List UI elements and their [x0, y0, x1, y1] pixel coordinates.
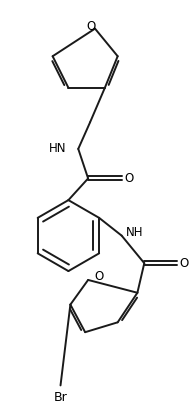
Text: O: O	[86, 20, 96, 33]
Text: NH: NH	[126, 226, 143, 239]
Text: O: O	[179, 257, 188, 270]
Text: O: O	[124, 172, 133, 185]
Text: Br: Br	[54, 391, 67, 404]
Text: O: O	[94, 270, 103, 282]
Text: HN: HN	[49, 142, 66, 155]
